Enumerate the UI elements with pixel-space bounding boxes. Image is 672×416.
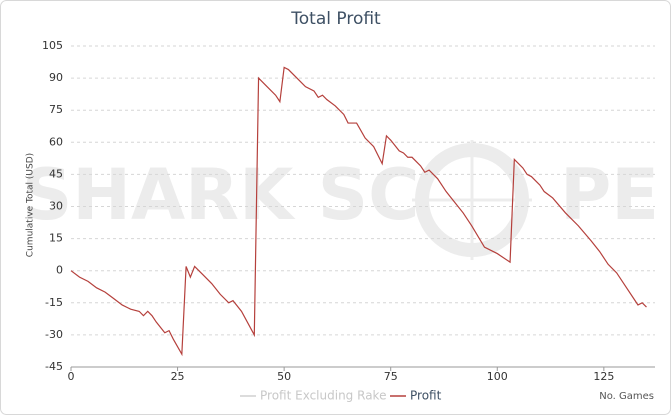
legend-label: Profit Excluding Rake [260,389,386,403]
y-axis-label: Cumulative Total (USD) [26,153,36,257]
watermark-text: SHARK SC [22,154,419,236]
y-tick-label: 75 [49,103,63,116]
y-tick-label: 30 [49,200,63,213]
watermark: SHARK SC PE [22,154,659,236]
chart-title: Total Profit [290,9,381,29]
x-tick-label: 125 [593,370,614,383]
legend-label: Profit [410,389,442,403]
x-tick-label: 75 [384,370,398,383]
y-tick-label: 0 [56,264,63,277]
x-tick-label: 100 [487,370,508,383]
y-tick-label: 15 [49,232,63,245]
y-tick-label: -30 [45,328,63,341]
y-tick-label: 105 [42,39,63,52]
watermark-text: PE [560,154,659,236]
x-tick-label: 50 [277,370,291,383]
x-tick-label: 0 [68,370,75,383]
data-line [70,66,647,357]
x-tick-label: 25 [171,370,185,383]
watermark-logo [412,140,532,260]
y-tick-label: 90 [49,71,63,84]
y-tick-label: 60 [49,135,63,148]
x-axis-label: No. Games [599,391,654,402]
y-tick-label: -45 [45,360,63,373]
y-tick-label: 45 [49,167,63,180]
y-tick-label: -15 [45,296,63,309]
